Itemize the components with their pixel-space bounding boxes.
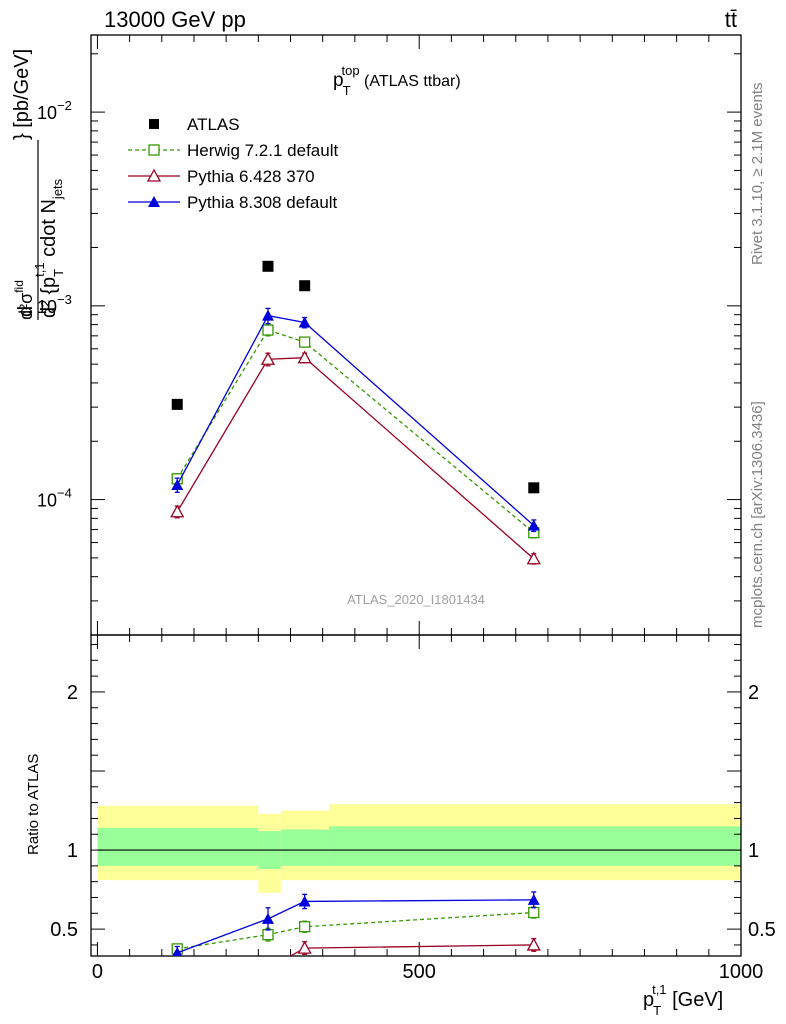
y-label-unit: } [pb/GeV]: [11, 49, 33, 140]
legend-label-pythia8: Pythia 8.308 default: [187, 193, 338, 212]
x-tick-label: 500: [403, 961, 436, 983]
rivet-label: Rivet 3.1.10, ≥ 2.1M events: [749, 83, 766, 266]
y-tick-label: 10−4: [37, 486, 72, 511]
ratio-series: [171, 891, 541, 983]
main-herwig-point: [299, 336, 311, 348]
ratio-herwig-line: [177, 911, 534, 950]
main-series: [170, 260, 541, 565]
legend: ATLAS Herwig 7.2.1 default Pythia 6.428 …: [128, 115, 338, 212]
x-axis-label: pTt,1 [GeV]: [643, 982, 723, 1018]
main-pythia6-point: [170, 504, 185, 518]
ratio-band-inner: [97, 827, 259, 866]
x-label-unit: [GeV]: [667, 989, 724, 1011]
main-axis-ticks: 10−4 10−3 10−2: [37, 35, 742, 636]
main-pythia8-point: [527, 519, 540, 531]
ratio-pythia8-line: [177, 899, 534, 954]
ratio-pythia6-point: [526, 937, 541, 951]
svg-text:} [pb/GeV]: } [pb/GeV]: [11, 49, 33, 140]
legend-item-pythia8: Pythia 8.308 default: [128, 193, 338, 212]
ratio-pythia6-point: [171, 972, 183, 983]
ratio-axis-label: Ratio to ATLAS: [25, 754, 42, 855]
legend-item-herwig: Herwig 7.2.1 default: [128, 141, 338, 160]
y-label-den-sup: t,1: [32, 262, 47, 276]
ratio-herwig-point: [528, 906, 540, 919]
y-label-den-rest: cdot N: [38, 199, 60, 262]
ratio-y-tick-label-left: 2: [67, 682, 78, 704]
ratio-y-tick-label-left: 0.5: [50, 919, 78, 941]
main-pythia6-line: [176, 357, 535, 560]
ratio-y-tick-label-left: 1: [67, 840, 78, 862]
ratio-axis-ticks: 0.5 0.5 1 1 2 2 0 500 1000: [50, 635, 776, 983]
main-title-sup: top: [342, 63, 360, 78]
y-tick-label: 10−2: [37, 98, 72, 123]
ratio-band-inner: [280, 829, 330, 866]
main-pythia6-point: [260, 351, 276, 365]
main-atlas-point: [299, 280, 311, 292]
main-herwig-point: [262, 324, 274, 336]
svg-text:d²σfid: d²σfid: [12, 280, 36, 320]
y-label-num-sup: fid: [12, 280, 26, 293]
svg-text:d: d: [15, 306, 37, 317]
y-axis-label: d d²σfid d² {pTt,1 cdot Njets } [pb/GeV]: [11, 49, 66, 320]
main-pythia6-point: [297, 350, 312, 364]
svg-text:d² {pTt,1 cdot Njets: d² {pTt,1 cdot Njets: [32, 178, 66, 318]
ratio-pythia6-point: [297, 940, 312, 954]
legend-item-pythia6: Pythia 6.428 370: [128, 167, 315, 186]
main-pythia8-point: [261, 309, 274, 321]
ratio-pythia8-point: [527, 893, 540, 905]
x-tick-label: 0: [92, 961, 103, 983]
x-label-sup: t,1: [652, 982, 666, 997]
y-label-numerator: d²σ: [16, 293, 36, 320]
main-pythia6-point: [526, 551, 541, 565]
y-label-den-sub2: jets: [50, 178, 65, 200]
ratio-y-tick-label-right: 0.5: [748, 919, 776, 941]
legend-item-atlas: ATLAS: [149, 115, 240, 134]
x-label-sub: T: [653, 1003, 661, 1018]
ratio-plot-frame: [90, 634, 742, 957]
legend-label-herwig: Herwig 7.2.1 default: [187, 141, 338, 160]
ratio-herwig-point: [262, 929, 274, 941]
legend-label-pythia6: Pythia 6.428 370: [187, 167, 315, 186]
ratio-uncertainty-bands: [97, 804, 741, 893]
ratio-herwig-point: [299, 921, 311, 933]
y-tick-label: 10−3: [37, 292, 72, 317]
ratio-pythia6-line: [289, 944, 534, 956]
ratio-y-tick-label-right: 2: [748, 682, 759, 704]
y-label-denominator: d² {p: [38, 277, 60, 318]
main-atlas-point: [528, 482, 540, 494]
ratio-band-inner: [329, 826, 741, 866]
main-title-rest: (ATLAS ttbar): [360, 73, 461, 90]
main-pythia8-point: [171, 478, 184, 490]
ratio-pythia8-point: [298, 895, 311, 907]
main-herwig-line: [176, 329, 535, 534]
main-pythia8-point: [298, 316, 311, 328]
main-pythia8-line: [176, 314, 535, 526]
main-atlas-point: [171, 398, 183, 410]
ratio-pythia6-point: [262, 963, 274, 974]
x-tick-label: 1000: [719, 961, 764, 983]
y-label-den-sub: T: [51, 269, 66, 277]
ratio-pythia8-point: [261, 912, 274, 924]
energy-label: 13000 GeV pp: [104, 7, 246, 32]
ratio-pythia8-point: [172, 946, 183, 956]
analysis-id: ATLAS_2020_I1801434: [347, 592, 485, 607]
main-title: pTtop (ATLAS ttbar): [333, 63, 461, 98]
main-title-sub: T: [343, 83, 351, 98]
main-atlas-point: [262, 260, 274, 272]
mcplots-label: mcplots.cern.ch [arXiv:1306.3436]: [749, 401, 766, 628]
legend-label-atlas: ATLAS: [187, 115, 240, 134]
process-label: tt̄: [725, 7, 737, 32]
ratio-y-tick-label-right: 1: [748, 840, 759, 862]
